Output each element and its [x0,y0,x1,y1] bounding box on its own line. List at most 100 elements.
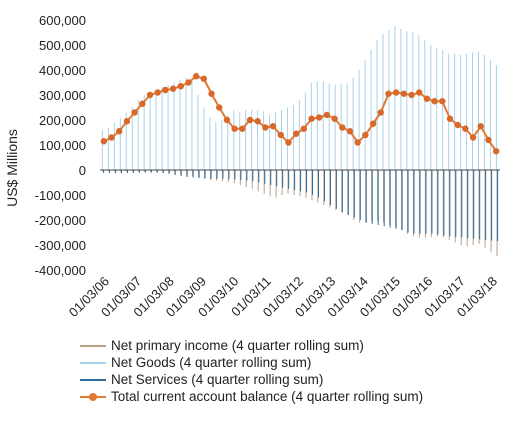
goods-bar [454,53,456,170]
primary-income-bar [341,170,343,213]
goods-bar [245,110,247,170]
goods-bar [316,81,318,170]
services-bar [431,170,433,234]
services-bar [473,170,475,239]
goods-bar [334,85,336,170]
total-line-point [439,98,446,105]
x-tick-labels: 01/03/0601/03/0701/03/0801/03/0901/03/10… [66,274,500,320]
primary-income-bar [430,170,432,237]
primary-income-bar [275,170,277,198]
goods-bar [406,31,408,170]
services-bar [246,170,248,181]
goods-bar [185,77,187,170]
services-bar [389,170,391,228]
goods-bar [161,87,163,170]
services-bar [288,170,290,189]
goods-bar [197,95,199,170]
services-bar [109,170,111,173]
total-line-point [362,131,369,139]
primary-income-bar [138,170,140,172]
goods-bar [227,115,229,170]
services-bar [240,170,242,180]
goods-bar [263,111,265,170]
legend: Net primary income (4 quarter rolling su… [78,337,508,405]
legend-item: Net primary income (4 quarter rolling su… [78,337,508,354]
legend-swatch [78,389,108,405]
total-line-point [392,89,400,96]
services-bar [359,170,361,220]
total-line-point [231,125,238,132]
primary-income-bar [311,170,313,200]
goods-bar [442,50,444,170]
total-line-point [108,134,115,141]
total-line-point [477,123,484,130]
primary-income-bar [239,170,241,185]
services-bar [312,170,314,195]
primary-income-bar [466,170,468,247]
services-bar [126,170,128,173]
y-tick-label: 200,000 [39,113,86,128]
goods-bar [352,77,354,170]
services-bar [455,170,457,237]
services-bar [347,170,349,215]
primary-income-bar [281,170,283,195]
primary-income-bar [442,170,444,238]
services-bar [198,170,200,178]
goods-bar [119,117,121,170]
services-bar [115,170,117,174]
primary-income-bar [132,170,134,172]
services-bar [401,170,403,230]
primary-income-bar [263,170,265,194]
services-bar [395,170,397,229]
services-bar [461,170,463,238]
total-line-point [246,116,254,124]
goods-bar [131,107,133,170]
goods-bar [489,60,491,170]
total-line-point [492,148,500,155]
legend-swatch [78,338,108,354]
goods-bar [483,55,485,170]
goods-bar [107,127,109,170]
primary-income-bar [305,170,307,198]
primary-income-bar [227,170,229,182]
total-line-point [169,85,177,92]
total-line-point [316,114,323,121]
goods-bar [280,110,282,170]
goods-bar [269,115,271,170]
primary-income-bar [496,170,498,257]
services-bar [323,170,325,202]
services-bar [341,170,343,213]
primary-income-bar [400,170,402,230]
services-bar [365,170,367,223]
goods-bar [495,65,497,170]
total-line-point [131,109,138,116]
services-bar [479,170,481,240]
total-line-point [369,120,377,127]
total-line-point [239,125,246,132]
legend-item: Net Services (4 quarter rolling sum) [78,371,508,388]
legend-item: Total current account balance (4 quarter… [78,388,508,405]
y-tick-labels: 600,000 500,000 400,000 300,000 200,000 100,0… [35,13,86,278]
services-bar [329,170,331,205]
goods-bar [203,107,205,170]
legend-swatch [78,372,108,388]
total-line-point [462,125,469,132]
goods-bar [478,51,479,170]
y-tick-label: -100,000 [35,188,86,203]
goods-bar [179,80,181,170]
total-line-point [323,111,331,119]
primary-income-bar [454,170,456,243]
total-line-point [269,123,277,130]
y-tick-label: 400,000 [39,63,86,78]
goods-bar [101,130,103,170]
primary-income-bar [353,170,355,220]
primary-income-bar [257,170,259,192]
services-bar [132,170,134,173]
primary-income-bar [287,170,289,194]
goods-bar [400,28,402,170]
primary-income-bar [198,170,200,177]
total-line-point [185,79,192,86]
total-line-point [469,134,477,141]
services-bar [121,170,122,174]
total-line-point [446,115,454,122]
